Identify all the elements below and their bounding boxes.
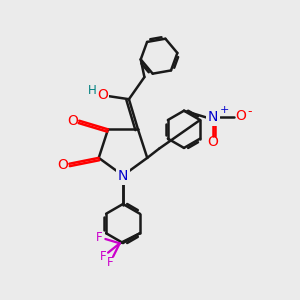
Text: F: F — [100, 250, 107, 263]
Text: O: O — [67, 114, 78, 128]
Text: F: F — [107, 256, 114, 268]
Text: O: O — [207, 135, 218, 149]
Text: +: + — [219, 105, 229, 115]
Text: N: N — [118, 169, 128, 183]
Text: H: H — [88, 83, 97, 97]
Text: O: O — [235, 109, 246, 123]
Text: N: N — [208, 110, 218, 124]
Text: O: O — [97, 88, 108, 102]
Text: -: - — [247, 105, 252, 118]
Text: F: F — [96, 231, 103, 244]
Text: O: O — [57, 158, 68, 172]
